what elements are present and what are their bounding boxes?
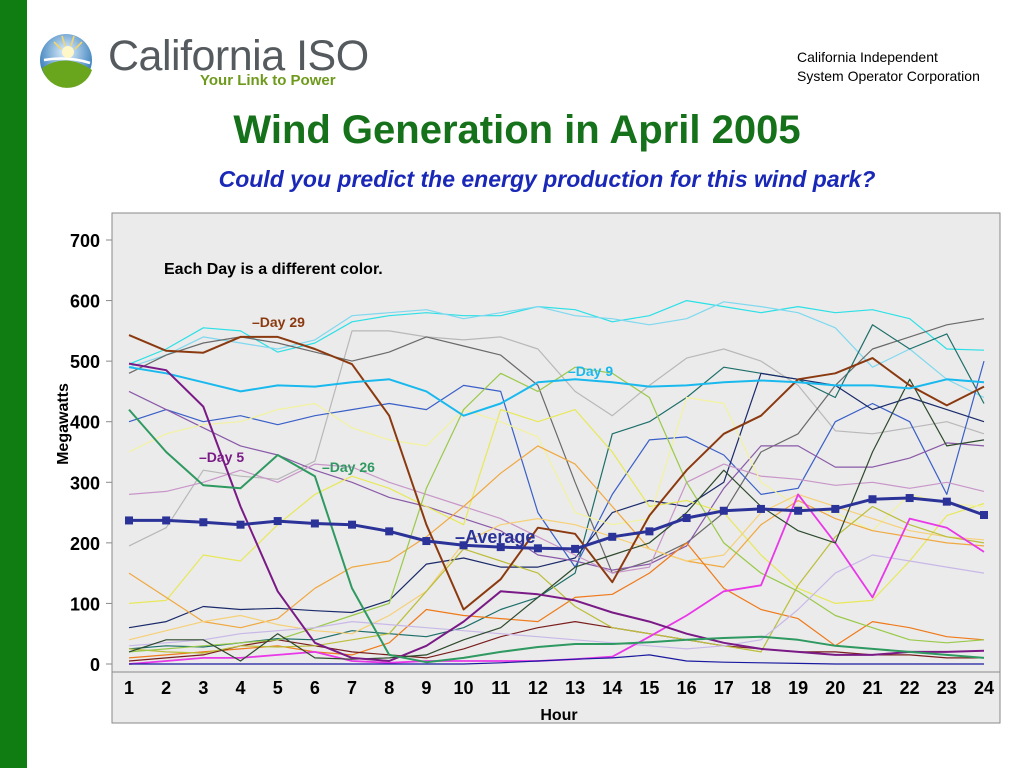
y-tick-label: 200 — [70, 534, 100, 554]
average-point-marker — [905, 494, 914, 503]
slide-title: Wind Generation in April 2005 — [233, 108, 801, 152]
y-axis-title: Megawatts — [55, 383, 72, 465]
y-tick-label: 0 — [90, 655, 100, 675]
series-line-day — [128, 378, 985, 662]
x-tick-label: 9 — [421, 678, 431, 698]
series-line-day — [128, 463, 985, 574]
x-tick-label: 24 — [974, 678, 994, 698]
series-label-day-29: –Day 29 — [252, 314, 305, 330]
average-point-marker — [831, 504, 840, 513]
average-point-marker — [273, 517, 282, 526]
x-tick-label: 17 — [714, 678, 734, 698]
x-axis-title: Hour — [540, 707, 577, 724]
x-tick-label: 18 — [751, 678, 771, 698]
x-tick-label: 11 — [491, 678, 510, 698]
x-tick-label: 21 — [862, 678, 882, 698]
average-point-marker — [980, 510, 988, 519]
x-tick-label: 1 — [124, 678, 134, 698]
org-line-2: System Operator Corporation — [797, 68, 980, 84]
average-point-marker — [571, 544, 580, 553]
average-point-marker — [533, 544, 542, 553]
y-tick-label: 600 — [70, 292, 100, 312]
series-label-average: –Average — [455, 527, 535, 547]
average-point-marker — [496, 543, 505, 552]
average-point-marker — [756, 504, 765, 513]
average-point-marker — [719, 506, 728, 515]
series-line-day — [128, 372, 985, 629]
series-line-day-26 — [128, 408, 985, 664]
series-line-day-29 — [128, 334, 985, 611]
average-point-marker — [199, 518, 208, 527]
x-tick-label: 22 — [900, 678, 920, 698]
x-tick-label: 3 — [198, 678, 208, 698]
series-line-day — [128, 445, 985, 629]
x-tick-label: 6 — [310, 678, 320, 698]
average-point-marker — [348, 520, 357, 529]
series-line-day-9 — [128, 366, 985, 417]
x-tick-label: 15 — [639, 678, 659, 698]
average-point-marker — [794, 506, 803, 515]
series-line-day — [128, 554, 985, 650]
series-label-day-5: –Day 5 — [199, 449, 244, 465]
series-line-day — [128, 505, 985, 654]
series-line-day — [128, 396, 985, 532]
y-tick-label: 500 — [70, 352, 100, 372]
organization-name: California Independent System Operator C… — [797, 48, 980, 86]
x-tick-label: 10 — [454, 678, 474, 698]
average-point-marker — [645, 527, 654, 536]
x-tick-label: 20 — [825, 678, 845, 698]
x-tick-label: 16 — [677, 678, 697, 698]
x-tick-label: 12 — [528, 678, 548, 698]
x-tick-label: 8 — [384, 678, 394, 698]
average-point-marker — [125, 516, 133, 525]
average-point-marker — [608, 532, 617, 541]
y-tick-label: 400 — [70, 413, 100, 433]
average-point-marker — [162, 516, 171, 525]
org-line-1: California Independent — [797, 49, 938, 65]
series-label-day-26: –Day 26 — [322, 459, 375, 475]
slide-subtitle: Could you predict the energy production … — [218, 166, 876, 192]
average-point-marker — [422, 537, 431, 546]
california-iso-logo: California ISO Your Link to Power — [38, 30, 369, 92]
average-point-marker — [236, 520, 245, 529]
x-tick-label: 14 — [602, 678, 622, 698]
series-line-day — [128, 366, 985, 653]
side-accent-bar — [0, 0, 27, 768]
series-line-day — [128, 301, 985, 399]
series-line-day — [128, 330, 985, 547]
series-line-day-5 — [128, 362, 985, 662]
x-tick-label: 23 — [937, 678, 957, 698]
series-label-day-9: –Day 9 — [568, 363, 613, 379]
logo-globe-icon — [40, 34, 92, 88]
x-tick-label: 4 — [236, 678, 246, 698]
average-point-marker — [868, 495, 877, 504]
x-tick-label: 5 — [273, 678, 283, 698]
logo-wordmark: California ISO — [108, 32, 369, 80]
x-tick-label: 19 — [788, 678, 808, 698]
series-line-day — [128, 390, 985, 571]
y-tick-label: 700 — [70, 231, 100, 251]
average-point-marker — [459, 541, 468, 550]
average-point-marker — [385, 527, 394, 536]
x-tick-label: 7 — [347, 678, 357, 698]
y-tick-label: 100 — [70, 594, 100, 614]
average-point-marker — [682, 514, 691, 523]
x-tick-label: 2 — [161, 678, 171, 698]
series-line-average — [129, 496, 985, 551]
series-line-day — [128, 318, 985, 574]
series-line-day — [128, 360, 985, 568]
y-tick-label: 300 — [70, 473, 100, 493]
average-point-marker — [942, 497, 951, 506]
chart-annotation: Each Day is a different color. — [164, 261, 383, 278]
series-line-day — [129, 654, 984, 665]
x-tick-label: 13 — [565, 678, 585, 698]
logo-tagline: Your Link to Power — [200, 72, 336, 89]
average-point-marker — [310, 519, 319, 528]
series-line-day — [128, 409, 985, 605]
